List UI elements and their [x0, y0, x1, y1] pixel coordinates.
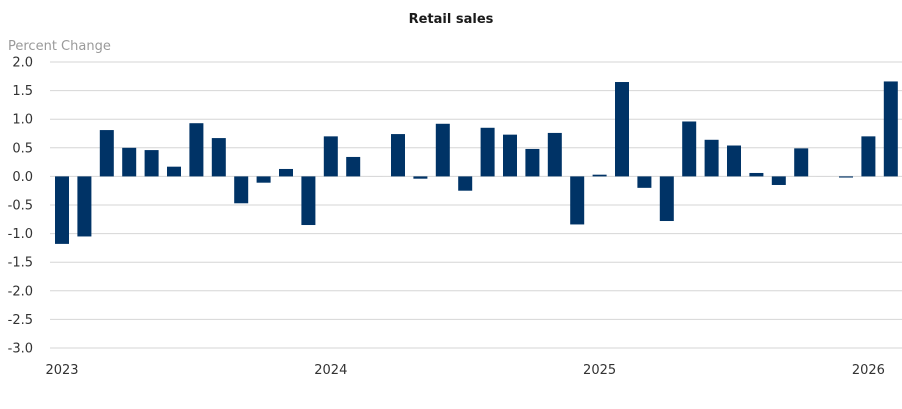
gridlines — [50, 61, 902, 349]
bar-2024-07 — [458, 176, 473, 191]
bar-2023-07 — [189, 123, 204, 177]
y-tick-label: -3.0 — [8, 342, 33, 357]
x-tick-label: 2026 — [852, 363, 885, 378]
y-tick-label: 2.0 — [12, 56, 33, 71]
bar-2024-01 — [323, 136, 338, 177]
bar-2023-05 — [144, 150, 159, 177]
bar-2026-01 — [861, 136, 876, 177]
chart-title: Retail sales — [409, 12, 494, 27]
bar-2023-09 — [234, 176, 249, 204]
bar-2023-03 — [99, 130, 114, 177]
bar-2026-02 — [883, 81, 898, 177]
bar-2023-10 — [256, 176, 271, 183]
bar-2023-06 — [167, 166, 181, 177]
bar-2025-09 — [771, 176, 786, 185]
bar-2025-01 — [592, 174, 607, 177]
y-tick-label: -1.5 — [8, 256, 33, 271]
y-tick-label: -1.0 — [8, 227, 33, 242]
y-tick-label: 1.0 — [12, 113, 33, 128]
x-tick-label: 2023 — [45, 363, 78, 378]
bar-2024-11 — [547, 132, 562, 177]
bar-2023-11 — [279, 168, 293, 177]
bar-2025-07 — [727, 145, 741, 177]
bar-2023-02 — [77, 176, 92, 237]
x-tick-label: 2025 — [583, 363, 616, 378]
bar-2025-04 — [659, 176, 674, 222]
bar-2023-08 — [211, 138, 226, 177]
y-tick-labels: 2.0 1.5 1.0 0.5 0.0 -0.5 -1.0 -1.5 -2.0 -2.5 -3.0 — [8, 56, 33, 357]
y-tick-label: -0.5 — [8, 199, 33, 214]
bar-2025-06 — [704, 139, 719, 177]
x-tick-labels: 2023 2024 2025 2026 — [45, 363, 884, 378]
bar-2024-02 — [346, 156, 361, 177]
bar-2023-04 — [122, 147, 137, 177]
bar-2024-04 — [391, 134, 405, 177]
bar-2025-03 — [637, 176, 652, 188]
y-tick-label: 1.5 — [12, 84, 33, 99]
y-tick-label: -2.5 — [8, 313, 33, 328]
bar-2023-01 — [55, 176, 69, 244]
y-tick-label: 0.0 — [12, 170, 33, 185]
y-tick-label: -2.0 — [8, 284, 33, 299]
bar-2025-08 — [749, 172, 764, 177]
bar-2025-02 — [615, 82, 629, 177]
x-tick-label: 2024 — [314, 363, 347, 378]
bar-2025-12 — [839, 176, 853, 178]
y-axis-label: Percent Change — [8, 39, 111, 54]
bar-2024-10 — [525, 148, 540, 177]
bar-2024-12 — [570, 176, 585, 225]
bars — [55, 81, 898, 244]
bar-2025-10 — [794, 148, 809, 177]
bar-2024-08 — [480, 127, 495, 177]
bar-2024-09 — [503, 134, 517, 177]
bar-2024-06 — [435, 123, 450, 177]
bar-2025-05 — [682, 121, 697, 177]
y-tick-label: 0.5 — [12, 141, 33, 156]
bar-2023-12 — [301, 176, 316, 226]
bar-2024-05 — [413, 176, 428, 179]
